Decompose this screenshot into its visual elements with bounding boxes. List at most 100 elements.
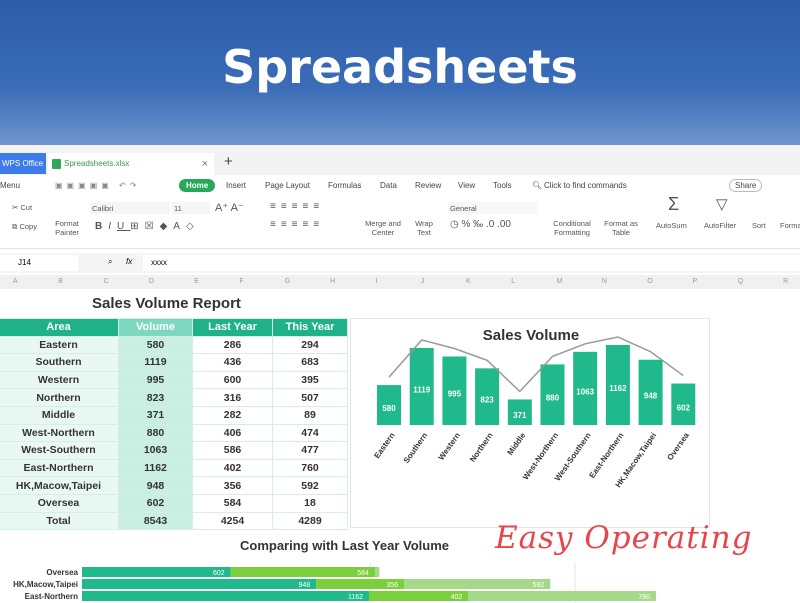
share-button[interactable]: Share [729,179,763,192]
wrap-text-button[interactable]: Wrap Text [415,219,433,237]
column-header[interactable]: E [194,278,199,285]
cell-area[interactable]: West-Northern [0,423,119,443]
tab-tools[interactable]: Tools [493,181,512,190]
zoom-icon[interactable]: ⌕ [108,257,113,266]
name-box[interactable]: J14 [0,255,78,271]
cell-last-year[interactable]: 286 [192,335,273,355]
cell-this-year[interactable]: 395 [272,370,348,390]
cell-last-year[interactable]: 586 [192,441,273,460]
cell-volume[interactable]: 1162 [118,458,193,478]
cell-area[interactable]: West-Southern [0,441,119,460]
header-area[interactable]: Area [0,318,119,337]
cell-volume[interactable]: 371 [118,405,193,425]
cell-this-year[interactable]: 592 [272,476,348,495]
cell-volume[interactable]: 602 [118,493,193,513]
merge-center-button[interactable]: Merge and Center [365,219,401,237]
autofilter-button[interactable]: AutoFilter [704,221,737,230]
bar-segment[interactable] [82,579,317,589]
format-painter-button[interactable]: Format Painter [55,219,79,237]
cut-button[interactable]: ✂ Cut [12,203,33,212]
tab-formulas[interactable]: Formulas [328,181,362,190]
bar[interactable] [442,356,467,425]
cell-last-year[interactable]: 4254 [192,511,273,531]
cell-volume[interactable]: 880 [118,423,193,443]
tab-review[interactable]: Review [415,181,442,190]
number-buttons[interactable]: ◷ % ‰ .0 .00 [450,219,511,230]
cell-last-year[interactable]: 584 [192,493,273,513]
column-header[interactable]: K [466,278,471,285]
column-header[interactable]: L [511,278,516,285]
cell-area[interactable]: Northern [0,388,119,407]
header-this-year[interactable]: This Year [272,318,348,337]
cell-volume[interactable]: 1063 [118,441,193,460]
cell-last-year[interactable]: 402 [192,458,273,478]
format-table-button[interactable]: Format as Table [604,219,638,237]
cell-last-year[interactable]: 356 [192,476,273,495]
tab-home[interactable]: Home [179,179,216,192]
header-last-year[interactable]: Last Year [192,318,273,337]
column-header[interactable]: Q [737,278,744,285]
tab-file[interactable]: Spreadsheets.xlsx × [48,153,214,175]
column-header[interactable]: A [13,278,18,285]
cell-last-year[interactable]: 436 [192,353,273,372]
bar[interactable] [638,359,663,425]
sales-volume-chart[interactable]: Sales Volume 580 Eastern 1119 Southern 995 Wes… [350,318,710,528]
cell-area[interactable]: Total [0,511,119,531]
command-search[interactable]: Click to find commands [544,181,627,190]
cell-area[interactable]: East-Northern [0,458,119,478]
bar[interactable] [605,345,630,425]
tab-wps-office[interactable]: WPS Office [0,153,46,174]
column-header[interactable]: I [375,278,378,285]
column-header[interactable]: J [420,278,425,285]
cell-volume[interactable]: 1119 [118,353,193,372]
cell-volume[interactable]: 823 [118,388,193,407]
tab-page-layout[interactable]: Page Layout [265,181,310,190]
cell-area[interactable]: HK,Macow,Taipei [0,476,119,495]
column-header[interactable]: M [556,278,563,285]
font-size-select[interactable]: 11 [172,202,210,214]
cell-last-year[interactable]: 282 [192,405,273,425]
quick-access-icons[interactable]: ▣▣▣▣▣ ↶↷ [55,181,141,190]
bar-segment[interactable] [316,579,405,589]
font-size-buttons[interactable]: A⁺ A⁻ [215,202,244,214]
column-header[interactable]: F [239,278,244,285]
fx-label[interactable]: fx [126,257,133,266]
cell-this-year[interactable]: 507 [272,388,348,407]
cell-this-year[interactable]: 18 [272,493,348,513]
column-header[interactable]: H [330,278,336,285]
header-volume[interactable]: Volume [118,318,193,337]
bar[interactable] [475,368,500,425]
cell-this-year[interactable]: 474 [272,423,348,443]
bar-segment[interactable] [82,567,231,577]
cell-volume[interactable]: 580 [118,335,193,355]
font-select[interactable]: Calibri [90,202,170,214]
bar[interactable] [573,351,598,425]
autosum-button[interactable]: AutoSum [656,221,687,230]
cell-this-year[interactable]: 89 [272,405,348,425]
cell-area[interactable]: Middle [0,405,119,425]
formula-input[interactable]: xxxx [143,255,800,271]
number-format-select[interactable]: General [448,202,538,214]
cell-this-year[interactable]: 683 [272,353,348,372]
align-buttons[interactable]: ≡≡≡≡≡ [270,201,325,212]
tab-insert[interactable]: Insert [226,181,247,190]
cell-last-year[interactable]: 406 [192,423,273,443]
font-style-buttons[interactable]: BIU⊞☒◆A◇ [95,221,200,232]
cell-area[interactable]: Western [0,370,119,390]
cell-area[interactable]: Southern [0,353,119,372]
cell-volume[interactable]: 948 [118,476,193,495]
halign-buttons[interactable]: ≡≡≡≡≡ [270,219,325,230]
bar[interactable] [409,347,434,425]
bar-segment[interactable] [369,591,469,601]
bar[interactable] [540,364,565,425]
cell-this-year[interactable]: 294 [272,335,348,355]
cell-this-year[interactable]: 4289 [272,511,348,531]
bar[interactable] [377,385,401,425]
sort-button[interactable]: Sort [752,221,766,230]
column-header[interactable]: D [148,278,154,285]
close-icon[interactable]: × [201,158,208,170]
cell-last-year[interactable]: 316 [192,388,273,407]
format-button[interactable]: Format [780,221,800,230]
cell-area[interactable]: Eastern [0,335,119,355]
column-header[interactable]: R [783,278,789,285]
